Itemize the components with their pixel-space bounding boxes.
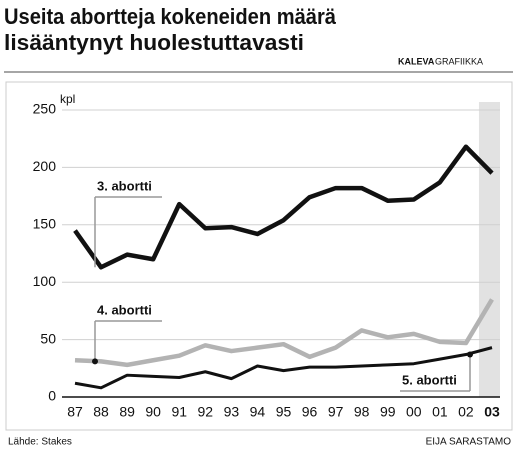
chart-title: Useita abortteja kokeneiden määrä xyxy=(4,4,337,29)
x-tick-label: 95 xyxy=(276,404,292,420)
x-tick-label: 99 xyxy=(380,404,396,420)
line xyxy=(73,144,494,270)
y-axis-label: kpl xyxy=(60,92,75,106)
chart-title: lisääntynyt huolestuttavasti xyxy=(4,30,304,55)
x-tick-label: 94 xyxy=(250,404,266,420)
leader-dot xyxy=(92,358,98,365)
leader-dot xyxy=(467,351,473,358)
x-tick-label: 89 xyxy=(119,404,135,420)
y-tick-label: 150 xyxy=(33,216,57,232)
line xyxy=(74,346,493,390)
x-tick-label: 01 xyxy=(432,404,448,420)
series-label: 3. abortti xyxy=(97,178,152,193)
y-tick-label: 50 xyxy=(40,330,56,346)
x-tick-label: 00 xyxy=(406,404,422,420)
series-label: 5. abortti xyxy=(402,372,457,387)
credit: EIJA SARASTAMO xyxy=(426,437,512,448)
y-tick-label: 0 xyxy=(48,388,56,404)
x-tick-label: 93 xyxy=(224,404,240,420)
x-tick-label: 02 xyxy=(458,404,474,420)
x-tick-label: 91 xyxy=(171,404,187,420)
x-tick-label: 92 xyxy=(198,404,214,420)
frame xyxy=(5,81,513,431)
y-tick-label: 250 xyxy=(33,101,57,117)
highlight-column xyxy=(478,102,500,397)
x-tick-label: 96 xyxy=(302,404,318,420)
brand: KALEVA xyxy=(398,56,435,66)
source: Lähde: Stakes xyxy=(8,437,72,448)
x-tick-label: 03 xyxy=(484,404,500,420)
x-tick-label: 88 xyxy=(93,404,109,420)
series-label: 4. abortti xyxy=(97,302,152,317)
x-tick-label: 87 xyxy=(67,404,83,420)
brand: GRAFIIKKA xyxy=(435,56,483,66)
x-tick-label: 97 xyxy=(328,404,344,420)
x-tick-label: 90 xyxy=(145,404,161,420)
y-tick-label: 200 xyxy=(33,158,57,174)
y-tick-label: 100 xyxy=(33,273,57,289)
line xyxy=(74,298,494,368)
x-tick-label: 98 xyxy=(354,404,370,420)
